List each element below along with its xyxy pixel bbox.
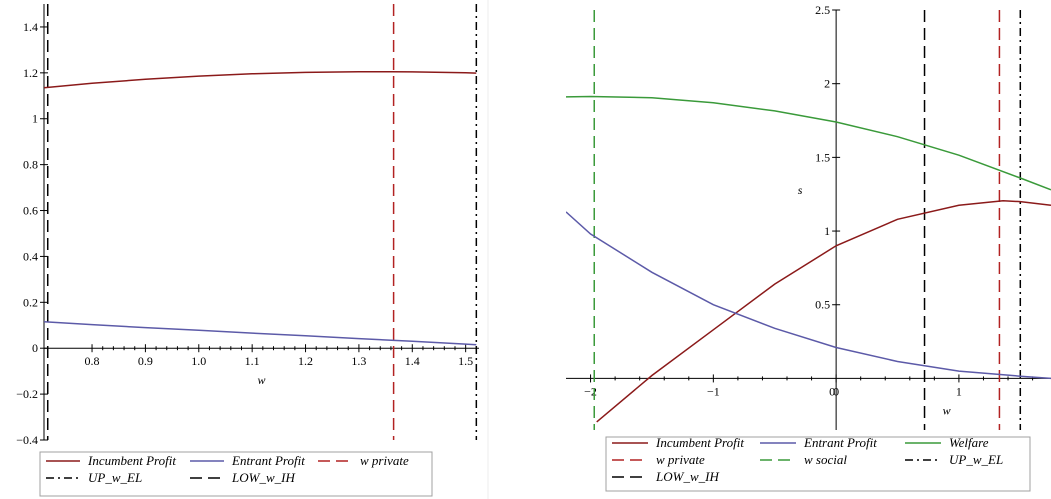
right-chart: −2 −1 0 1 0.5 1 1.5 2 2.5 0 w s Incumbent Profit Entr… — [566, 3, 1051, 492]
chart0-y-tick-label: 0.4 — [23, 249, 38, 263]
chart1-legend-label-welfare: Welfare — [949, 435, 989, 450]
chart0-x-tick-label: 0.8 — [85, 354, 100, 368]
chart0-y-tick-label: 1.4 — [23, 20, 38, 34]
chart1-x-tick-label: −1 — [707, 384, 720, 398]
chart1-y-tick-label: 0.5 — [815, 298, 830, 312]
chart1-series-entrant-profit — [566, 211, 1051, 380]
chart1-y-tick-label: 2.5 — [815, 3, 830, 17]
chart0-y-tick-label: 1.2 — [23, 66, 38, 80]
chart0-series-incumbent-profit — [44, 70, 477, 89]
chart0-x-tick-label: 1.0 — [191, 354, 206, 368]
chart0-y-tick-label: −0.4 — [16, 433, 38, 447]
chart0-x-tick-label: 1.4 — [405, 354, 420, 368]
chart0-x-tick-label: 1.2 — [298, 354, 313, 368]
chart0-x-tick-label: 1.3 — [351, 354, 366, 368]
chart1-y-tick-label: 1 — [824, 224, 830, 238]
chart0-x-axis-title: w — [257, 373, 265, 387]
chart0-legend-label-entrant-profit: Entrant Profit — [231, 453, 305, 468]
chart1-legend-label-incumbent-profit: Incumbent Profit — [655, 435, 744, 450]
chart0-legend-label-w-private: w private — [360, 453, 409, 468]
chart1-x-tick-label: 0 — [833, 384, 839, 398]
chart0-legend-box — [39, 451, 433, 497]
chart0-x-tick-label: 0.9 — [138, 354, 153, 368]
chart1-series-welfare — [566, 95, 1051, 191]
chart1-legend-box — [605, 436, 1031, 492]
chart0-legend-label-low-w-ih: LOW_w_IH — [231, 470, 295, 485]
chart0-legend-label-up-w-el: UP_w_EL — [88, 470, 142, 485]
chart0-x-tick-label: 1.1 — [245, 354, 260, 368]
chart1-y-tick-label: 1.5 — [815, 150, 830, 164]
left-chart: 0.8 0.9 1.0 1.1 1.2 1.3 1.4 1.5 −0.4 −0.2 0 0.2 0.4 0… — [16, 4, 479, 497]
chart1-x-axis-title: w — [943, 403, 951, 417]
chart1-x-tick-label: −2 — [584, 384, 597, 398]
chart0-y-tick-label: −0.2 — [16, 387, 38, 401]
chart1-y-tick-label: 2 — [824, 77, 830, 91]
chart1-series-incumbent-profit — [596, 200, 1051, 423]
chart0-series-entrant-profit — [44, 321, 477, 346]
chart1-legend-label-w-private: w private — [656, 452, 705, 467]
chart1-legend-label-w-social: w social — [804, 452, 847, 467]
chart1-legend-label-entrant-profit: Entrant Profit — [803, 435, 877, 450]
chart1-legend-label-up-w-el: UP_w_EL — [949, 452, 1003, 467]
chart1-y-axis-title: s — [798, 183, 803, 197]
chart1-legend-label-low-w-ih: LOW_w_IH — [655, 469, 719, 484]
chart0-y-tick-label: 0.8 — [23, 158, 38, 172]
chart1-origin-label: 0 — [829, 384, 835, 398]
chart1-x-tick-label: 1 — [956, 384, 962, 398]
chart0-y-tick-label: 0.2 — [23, 295, 38, 309]
chart0-y-tick-label: 0 — [32, 341, 38, 355]
chart0-x-tick-label: 1.5 — [458, 354, 473, 368]
chart0-y-tick-label: 0.6 — [23, 204, 38, 218]
chart0-legend-label-incumbent-profit: Incumbent Profit — [87, 453, 176, 468]
chart0-y-tick-label: 1 — [32, 112, 38, 126]
